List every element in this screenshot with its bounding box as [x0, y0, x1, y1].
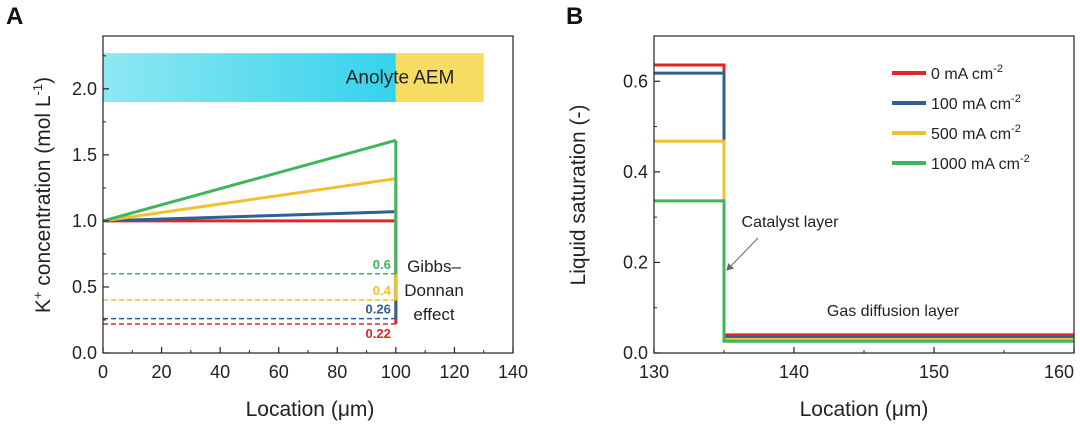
panel-b-chart: 130 140 150 160 0.0 0.2 0.4 0.6 0 mA cm-2 100 mA… — [567, 35, 1075, 421]
donnan-value-100-ma: 0.26 — [366, 302, 391, 317]
panel-a-xlabel: Location (μm) — [246, 398, 375, 421]
y-tick-label: 1.0 — [72, 211, 97, 231]
panel-a-series — [102, 138, 398, 324]
panel-a-ylabel: K+ concentration (mol L-1) — [30, 77, 55, 313]
anolyte-region — [103, 53, 396, 103]
x-tick-label: 60 — [269, 362, 289, 382]
panel-b-legend: 0 mA cm-2 100 mA cm-2 500 mA cm-2 1000 mA c… — [892, 63, 1030, 173]
x-tick-label: 100 — [381, 362, 411, 382]
panel-b-ylabel: Liquid saturation (-) — [567, 105, 590, 286]
panel-a-chart: Anolyte AEM 0.22 0.26 0.4 0.6 0 20 40 60 80 100 12… — [30, 35, 528, 421]
aem-region-label: AEM — [413, 68, 454, 89]
donnan-value-0-ma: 0.22 — [366, 326, 391, 341]
catalyst-layer-arrow — [726, 237, 759, 271]
series-line-100-ma — [102, 210, 396, 223]
anolyte-region-label: Anolyte — [346, 68, 409, 89]
panel-a-label: A — [6, 3, 23, 30]
y-tick-label: 2.0 — [72, 79, 97, 99]
x-tick-label: 20 — [152, 362, 172, 382]
panel-b-series — [654, 63, 1074, 343]
panel-b-label: B — [566, 3, 583, 30]
x-tick-label: 160 — [1044, 362, 1074, 382]
x-tick-label: 120 — [439, 362, 469, 382]
gibbs-donnan-annotation: Gibbs– Donnan effect — [404, 257, 464, 324]
y-tick-label: 1.5 — [72, 145, 97, 165]
aem-region — [395, 53, 484, 103]
annotation-line-2: Donnan — [404, 281, 464, 300]
donnan-value-1000-ma: 0.6 — [373, 257, 391, 272]
annotation-line-3: effect — [413, 305, 455, 324]
annotation-line-1: Gibbs– — [407, 257, 461, 276]
x-tick-label: 140 — [498, 362, 528, 382]
y-tick-label: 0.0 — [72, 343, 97, 363]
x-tick-label: 40 — [210, 362, 230, 382]
x-tick-label: 0 — [98, 362, 108, 382]
panel-a-donnan: 0.22 0.26 0.4 0.6 — [103, 257, 396, 341]
legend-label-100-ma: 100 mA cm-2 — [931, 93, 1021, 113]
series-line-1000-ma — [102, 138, 397, 223]
y-tick-label: 0.5 — [72, 277, 97, 297]
catalyst-layer-label: Catalyst layer — [742, 214, 840, 231]
legend-label-0-ma: 0 mA cm-2 — [931, 63, 1003, 83]
x-tick-label: 140 — [779, 362, 809, 382]
y-tick-label: 0.6 — [623, 71, 648, 91]
donnan-value-500-ma: 0.4 — [373, 283, 392, 298]
y-tick-label: 0.4 — [623, 162, 648, 182]
x-tick-label: 150 — [919, 362, 949, 382]
y-tick-label: 0.0 — [623, 343, 648, 363]
panel-b-xlabel: Location (μm) — [800, 398, 929, 421]
legend-label-500-ma: 500 mA cm-2 — [931, 123, 1021, 143]
series-line-500-ma — [102, 177, 397, 223]
legend-label-1000-ma: 1000 mA cm-2 — [931, 153, 1030, 173]
y-tick-label: 0.2 — [623, 252, 648, 272]
saturation-line-1000-ma — [654, 199, 1074, 343]
panel-a-regions: Anolyte AEM — [103, 53, 484, 103]
x-tick-label: 80 — [327, 362, 347, 382]
panel-a-axes: 0 20 40 60 80 100 120 140 0.0 0.5 1.0 1.5 2.0 — [72, 35, 528, 382]
x-tick-label: 130 — [639, 362, 669, 382]
panel-b-axes: 130 140 150 160 0.0 0.2 0.4 0.6 — [623, 35, 1075, 382]
gas-diffusion-layer-label: Gas diffusion layer — [827, 303, 960, 320]
